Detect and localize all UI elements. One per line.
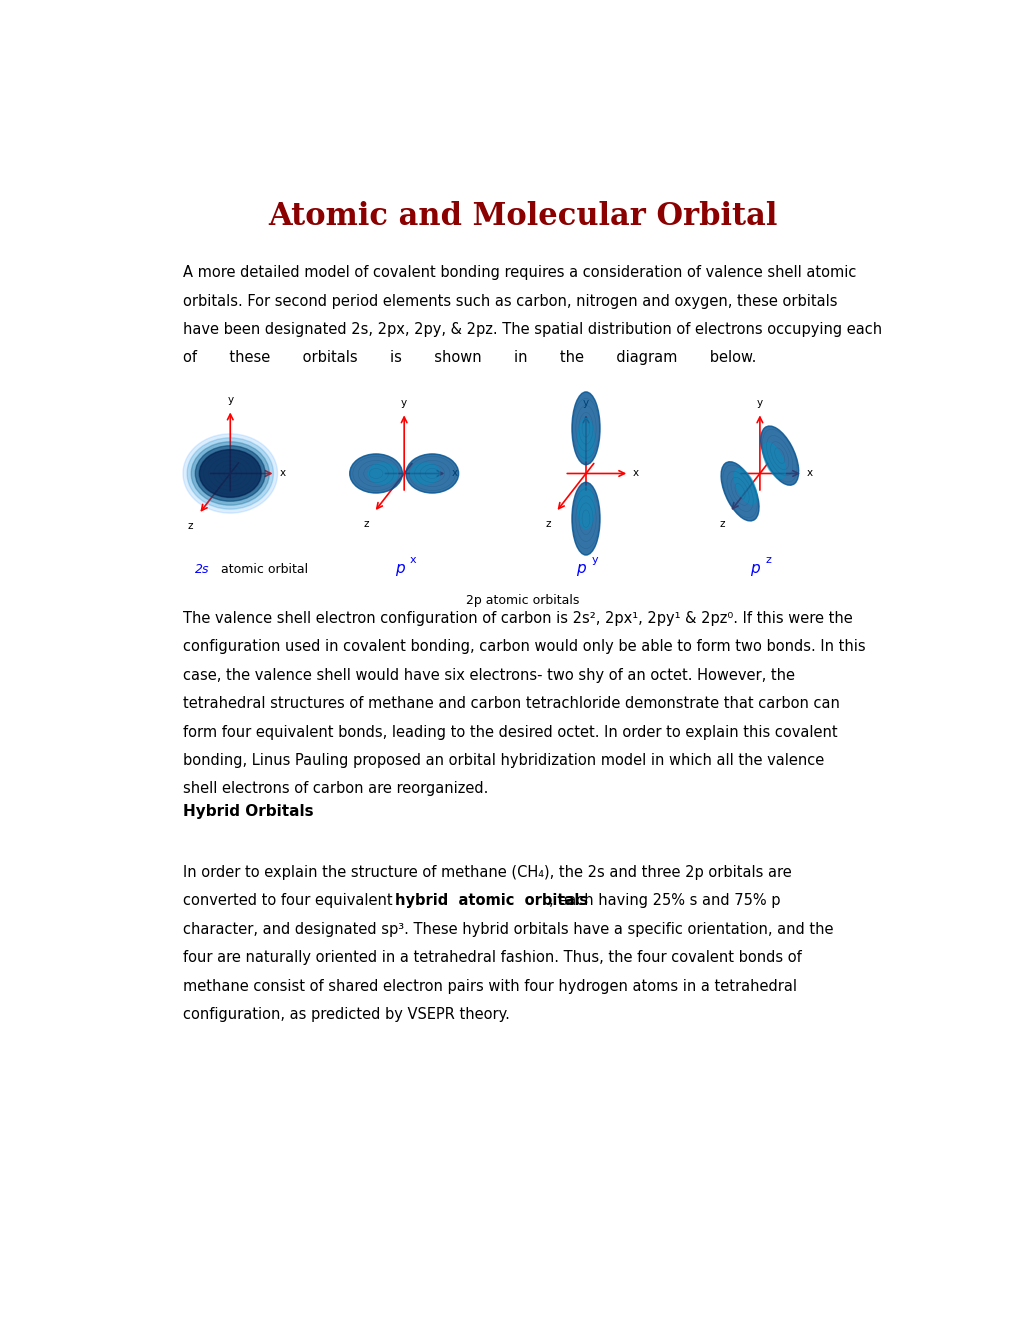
- Text: configuration, as predicted by VSEPR theory.: configuration, as predicted by VSEPR the…: [182, 1007, 510, 1022]
- Text: z: z: [363, 519, 369, 529]
- Text: atomic orbital: atomic orbital: [217, 564, 308, 576]
- Ellipse shape: [572, 482, 599, 556]
- Text: z: z: [544, 519, 550, 529]
- Text: configuration used in covalent bonding, carbon would only be able to form two bo: configuration used in covalent bonding, …: [182, 639, 864, 655]
- Text: x: x: [806, 469, 812, 478]
- Text: character, and designated sp³. These hybrid orbitals have a specific orientation: character, and designated sp³. These hyb…: [182, 921, 833, 937]
- Ellipse shape: [195, 446, 265, 502]
- Text: x: x: [633, 469, 639, 478]
- Ellipse shape: [577, 486, 594, 529]
- Text: x: x: [279, 469, 285, 478]
- Text: y: y: [227, 395, 233, 405]
- Text: shell electrons of carbon are reorganized.: shell electrons of carbon are reorganize…: [182, 781, 488, 796]
- Text: p: p: [394, 561, 404, 576]
- Ellipse shape: [186, 438, 273, 510]
- Text: x: x: [450, 469, 457, 478]
- Ellipse shape: [368, 463, 397, 484]
- Text: p: p: [750, 561, 759, 576]
- Text: y: y: [756, 399, 762, 408]
- Text: 2p atomic orbitals: 2p atomic orbitals: [466, 594, 579, 607]
- Text: x: x: [410, 554, 416, 565]
- Text: converted to four equivalent: converted to four equivalent: [182, 894, 396, 908]
- Text: have been designated 2s, 2px, 2py, & 2pz. The spatial distribution of electrons : have been designated 2s, 2px, 2py, & 2pz…: [182, 322, 881, 337]
- Text: z: z: [764, 554, 770, 565]
- Ellipse shape: [720, 462, 758, 521]
- Ellipse shape: [191, 442, 269, 506]
- Text: Atomic and Molecular Orbital: Atomic and Molecular Orbital: [268, 201, 776, 232]
- Text: The valence shell electron configuration of carbon is 2s², 2px¹, 2py¹ & 2pz⁰. If: The valence shell electron configuration…: [182, 611, 852, 626]
- Text: tetrahedral structures of methane and carbon tetrachloride demonstrate that carb: tetrahedral structures of methane and ca…: [182, 696, 839, 711]
- Ellipse shape: [350, 454, 403, 494]
- Ellipse shape: [406, 454, 459, 494]
- Text: case, the valence shell would have six electrons- two shy of an octet. However, : case, the valence shell would have six e…: [182, 668, 794, 682]
- Ellipse shape: [762, 442, 785, 479]
- Text: form four equivalent bonds, leading to the desired octet. In order to explain th: form four equivalent bonds, leading to t…: [182, 725, 837, 739]
- Text: hybrid  atomic  orbitals: hybrid atomic orbitals: [394, 894, 587, 908]
- Text: of       these       orbitals       is       shown       in       the       diag: of these orbitals is shown in the diag: [182, 351, 755, 366]
- Ellipse shape: [200, 450, 261, 498]
- Text: 2s: 2s: [195, 564, 209, 576]
- Text: A more detailed model of covalent bonding requires a consideration of valence sh: A more detailed model of covalent bondin…: [182, 265, 855, 280]
- Text: methane consist of shared electron pairs with four hydrogen atoms in a tetrahedr: methane consist of shared electron pairs…: [182, 978, 796, 994]
- Ellipse shape: [577, 418, 594, 461]
- Text: Hybrid Orbitals: Hybrid Orbitals: [182, 804, 313, 818]
- Text: bonding, Linus Pauling proposed an orbital hybridization model in which all the : bonding, Linus Pauling proposed an orbit…: [182, 752, 823, 768]
- Text: y: y: [400, 399, 407, 408]
- Ellipse shape: [572, 392, 599, 465]
- Text: y: y: [591, 554, 597, 565]
- Text: orbitals. For second period elements such as carbon, nitrogen and oxygen, these : orbitals. For second period elements suc…: [182, 293, 837, 309]
- Text: In order to explain the structure of methane (CH₄), the 2s and three 2p orbitals: In order to explain the structure of met…: [182, 865, 791, 880]
- Text: four are naturally oriented in a tetrahedral fashion. Thus, the four covalent bo: four are naturally oriented in a tetrahe…: [182, 950, 801, 965]
- Text: , each having 25% s and 75% p: , each having 25% s and 75% p: [548, 894, 780, 908]
- Ellipse shape: [182, 434, 277, 513]
- Ellipse shape: [760, 426, 798, 486]
- Text: p: p: [576, 561, 586, 576]
- Text: y: y: [582, 399, 589, 408]
- Text: z: z: [718, 519, 723, 529]
- Ellipse shape: [734, 469, 756, 504]
- Ellipse shape: [411, 463, 439, 484]
- Text: z: z: [187, 521, 193, 531]
